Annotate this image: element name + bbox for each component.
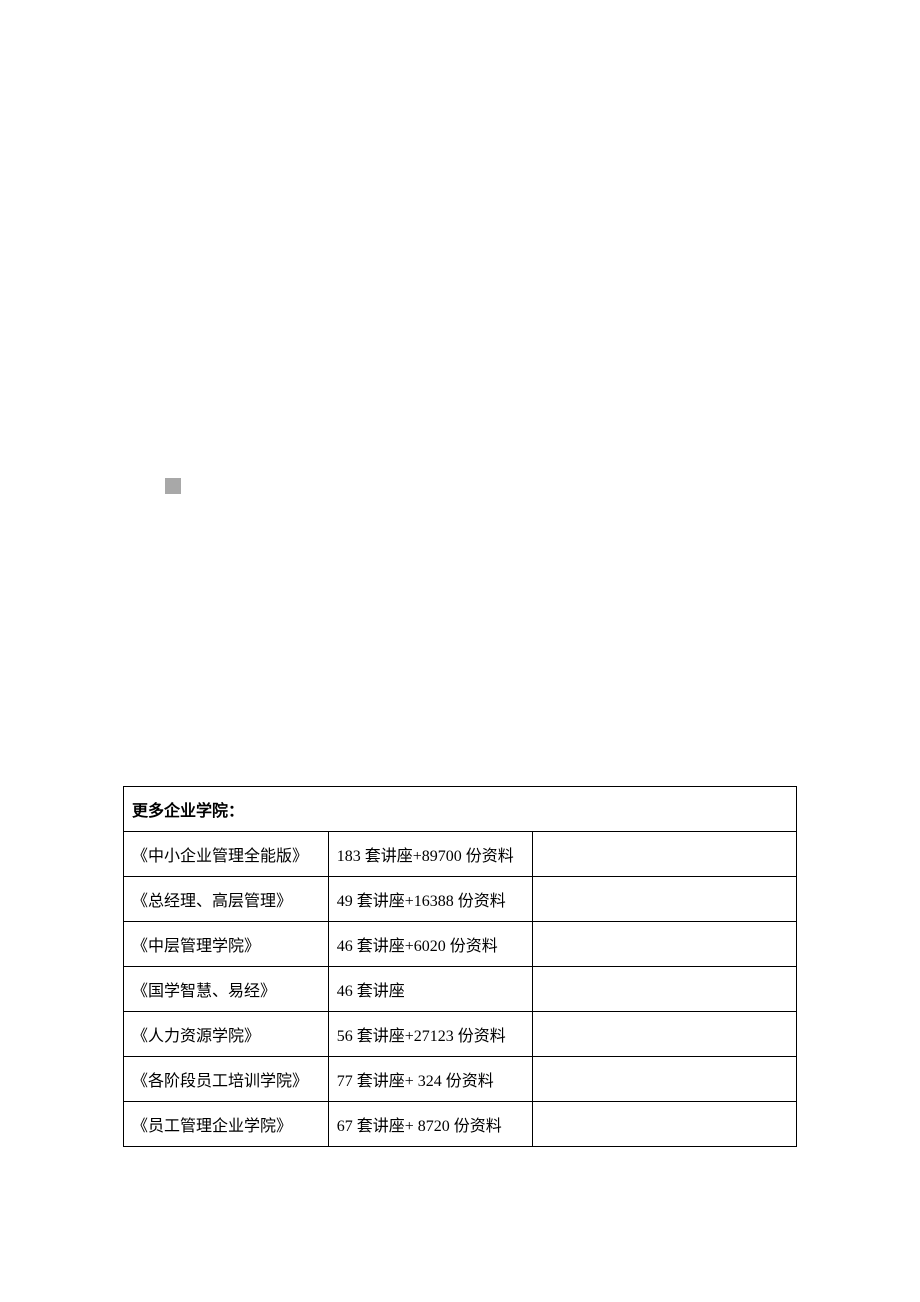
table-row: 《人力资源学院》 56 套讲座+27123 份资料 (124, 1012, 797, 1057)
table-row: 《中层管理学院》 46 套讲座+6020 份资料 (124, 922, 797, 967)
course-name: 《中层管理学院》 (124, 922, 329, 967)
course-content: 67 套讲座+ 8720 份资料 (328, 1102, 533, 1147)
course-content: 49 套讲座+16388 份资料 (328, 877, 533, 922)
course-empty (533, 832, 797, 877)
course-name: 《人力资源学院》 (124, 1012, 329, 1057)
table-row: 《各阶段员工培训学院》 77 套讲座+ 324 份资料 (124, 1057, 797, 1102)
course-name: 《员工管理企业学院》 (124, 1102, 329, 1147)
table-row: 《中小企业管理全能版》 183 套讲座+89700 份资料 (124, 832, 797, 877)
course-content: 183 套讲座+89700 份资料 (328, 832, 533, 877)
course-empty (533, 1012, 797, 1057)
table-header: 更多企业学院： (124, 787, 797, 832)
course-name: 《各阶段员工培训学院》 (124, 1057, 329, 1102)
square-marker-icon (165, 478, 181, 494)
table-row: 《总经理、高层管理》 49 套讲座+16388 份资料 (124, 877, 797, 922)
course-table-container: 更多企业学院： 《中小企业管理全能版》 183 套讲座+89700 份资料 《总… (123, 786, 797, 1147)
table-header-row: 更多企业学院： (124, 787, 797, 832)
course-empty (533, 1102, 797, 1147)
course-empty (533, 1057, 797, 1102)
course-empty (533, 922, 797, 967)
course-content: 56 套讲座+27123 份资料 (328, 1012, 533, 1057)
course-content: 77 套讲座+ 324 份资料 (328, 1057, 533, 1102)
course-content: 46 套讲座+6020 份资料 (328, 922, 533, 967)
course-name: 《中小企业管理全能版》 (124, 832, 329, 877)
course-name: 《国学智慧、易经》 (124, 967, 329, 1012)
course-empty (533, 967, 797, 1012)
course-name: 《总经理、高层管理》 (124, 877, 329, 922)
table-row: 《国学智慧、易经》 46 套讲座 (124, 967, 797, 1012)
course-table: 更多企业学院： 《中小企业管理全能版》 183 套讲座+89700 份资料 《总… (123, 786, 797, 1147)
table-row: 《员工管理企业学院》 67 套讲座+ 8720 份资料 (124, 1102, 797, 1147)
course-content: 46 套讲座 (328, 967, 533, 1012)
course-empty (533, 877, 797, 922)
